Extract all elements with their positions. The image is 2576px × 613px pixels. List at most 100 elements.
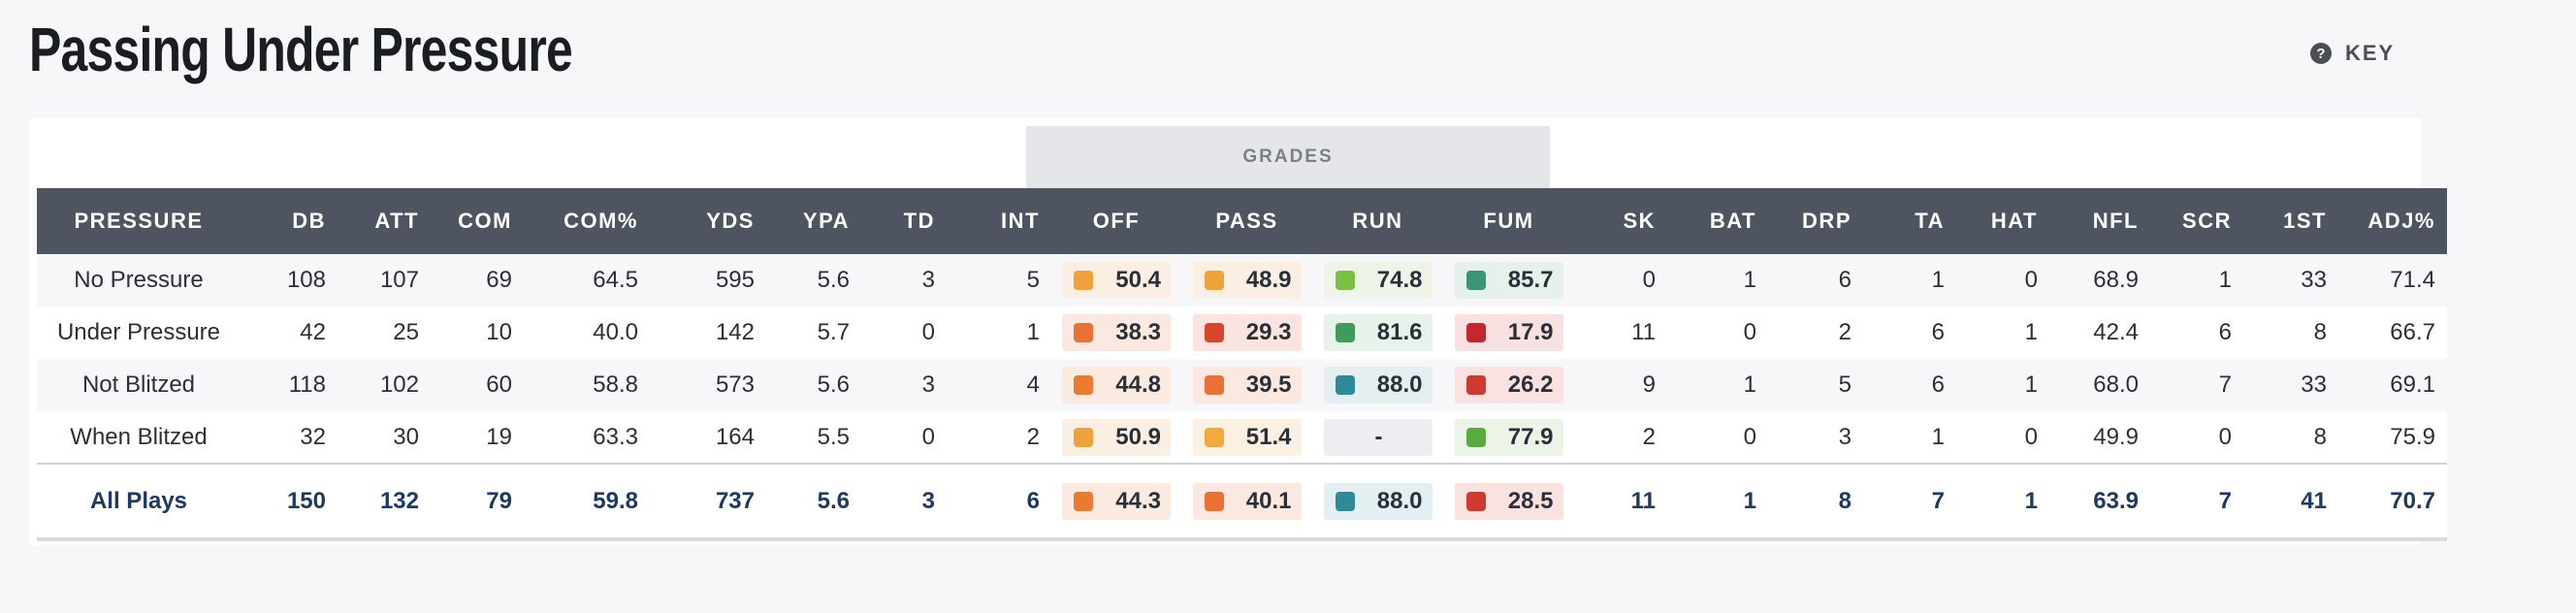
cell-com-pct: 63.3: [524, 411, 650, 464]
grade-cell-off: 38.3: [1051, 306, 1181, 359]
column-header-bat[interactable]: BAT: [1667, 188, 1768, 254]
cell-pressure: No Pressure: [37, 254, 241, 306]
cell-int: 5: [947, 254, 1051, 306]
grade-cell-off: 50.4: [1051, 254, 1181, 306]
cell-db: 150: [241, 463, 338, 541]
cell-att: 30: [338, 411, 431, 464]
column-header-com[interactable]: COM: [431, 188, 524, 254]
cell-nfl: 68.0: [2049, 359, 2150, 411]
cell-int: 6: [947, 463, 1051, 541]
grade-value: 51.4: [1245, 423, 1292, 450]
cell-yds: 573: [650, 359, 766, 411]
cell-first: 41: [2243, 463, 2338, 541]
cell-ta: 6: [1863, 306, 1956, 359]
column-header-ta[interactable]: TA: [1863, 188, 1956, 254]
grade-value: 28.5: [1507, 487, 1554, 514]
grade-value: 26.2: [1507, 371, 1554, 398]
column-header-adj-pct[interactable]: ADJ%: [2338, 188, 2447, 254]
column-header-first[interactable]: 1ST: [2243, 188, 2338, 254]
grade-color-swatch: [1465, 375, 1486, 395]
cell-td: 0: [861, 306, 947, 359]
cell-ypa: 5.6: [766, 463, 861, 541]
grade-cell-run: 88.0: [1312, 359, 1443, 411]
column-header-pass[interactable]: PASS: [1181, 188, 1312, 254]
cell-td: 3: [861, 254, 947, 306]
grade-value: 17.9: [1507, 319, 1554, 345]
grade-color-swatch: [1204, 427, 1224, 447]
grade-cell-run: 74.8: [1312, 254, 1443, 306]
cell-first: 33: [2243, 254, 2338, 306]
grade-badge: 29.3: [1192, 314, 1302, 351]
cell-att: 107: [338, 254, 431, 306]
grade-color-swatch: [1465, 427, 1486, 447]
cell-bat: 1: [1667, 359, 1768, 411]
cell-scr: 6: [2150, 306, 2243, 359]
column-header-run[interactable]: RUN: [1312, 188, 1443, 254]
cell-adj-pct: 71.4: [2338, 254, 2447, 306]
grade-cell-off: 44.8: [1051, 359, 1181, 411]
grades-group-header: GRADES: [1026, 126, 1550, 188]
grade-cell-pass: 29.3: [1181, 306, 1312, 359]
key-button[interactable]: ? KEY: [2310, 41, 2395, 66]
cell-td: 3: [861, 359, 947, 411]
key-label: KEY: [2345, 41, 2396, 65]
column-header-fum[interactable]: FUM: [1443, 188, 1574, 254]
table-body: No Pressure 108 107 69 64.5 595 5.6 3 5 50.4 48.9 7…: [37, 254, 2447, 464]
cell-com-pct: 58.8: [524, 359, 650, 411]
cell-com: 69: [431, 254, 524, 306]
column-header-com-pct[interactable]: COM%: [524, 188, 650, 254]
grade-badge: 48.9: [1192, 262, 1302, 299]
column-header-off[interactable]: OFF: [1051, 188, 1181, 254]
column-header-pressure[interactable]: PRESSURE: [37, 188, 241, 254]
column-header-ypa[interactable]: YPA: [766, 188, 861, 254]
grade-value: 38.3: [1115, 319, 1161, 345]
cell-nfl: 68.9: [2049, 254, 2150, 306]
cell-drp: 5: [1768, 359, 1863, 411]
grade-badge: 74.8: [1323, 262, 1433, 299]
column-header-yds[interactable]: YDS: [650, 188, 766, 254]
cell-adj-pct: 66.7: [2338, 306, 2447, 359]
grade-color-swatch: [1204, 375, 1224, 395]
cell-nfl: 63.9: [2049, 463, 2150, 541]
cell-int: 4: [947, 359, 1051, 411]
cell-ypa: 5.7: [766, 306, 861, 359]
table-row: Not Blitzed 118 102 60 58.8 573 5.6 3 4 44.8 39.5 8…: [37, 359, 2447, 411]
cell-pressure: All Plays: [37, 463, 241, 541]
column-header-nfl[interactable]: NFL: [2049, 188, 2150, 254]
cell-yds: 142: [650, 306, 766, 359]
grade-value: 81.6: [1376, 319, 1423, 345]
grade-cell-pass: 39.5: [1181, 359, 1312, 411]
column-header-drp[interactable]: DRP: [1768, 188, 1863, 254]
grade-cell-fum: 26.2: [1443, 359, 1574, 411]
table-row: Under Pressure 42 25 10 40.0 142 5.7 0 1 38.3 29.3…: [37, 306, 2447, 359]
cell-hat: 0: [1956, 254, 2049, 306]
grade-badge: 81.6: [1323, 314, 1433, 351]
grade-color-swatch: [1465, 323, 1486, 342]
column-header-hat[interactable]: HAT: [1956, 188, 2049, 254]
table-footer: All Plays 150 132 79 59.8 737 5.6 3 6 44.3 40.1 88.…: [37, 463, 2447, 541]
cell-sk: 9: [1574, 359, 1667, 411]
cell-adj-pct: 75.9: [2338, 411, 2447, 464]
column-header-sk[interactable]: SK: [1574, 188, 1667, 254]
cell-pressure: Not Blitzed: [37, 359, 241, 411]
grade-cell-fum: 85.7: [1443, 254, 1574, 306]
column-header-td[interactable]: TD: [861, 188, 947, 254]
cell-pressure: Under Pressure: [37, 306, 241, 359]
cell-com-pct: 64.5: [524, 254, 650, 306]
grade-cell-pass: 51.4: [1181, 411, 1312, 464]
column-header-att[interactable]: ATT: [338, 188, 431, 254]
cell-db: 118: [241, 359, 338, 411]
grade-badge: 50.9: [1062, 418, 1171, 456]
cell-adj-pct: 69.1: [2338, 359, 2447, 411]
cell-ta: 1: [1863, 411, 1956, 464]
column-header-db[interactable]: DB: [241, 188, 338, 254]
cell-att: 25: [338, 306, 431, 359]
column-header-scr[interactable]: SCR: [2150, 188, 2243, 254]
cell-yds: 737: [650, 463, 766, 541]
cell-bat: 0: [1667, 411, 1768, 464]
grade-badge: 50.4: [1062, 262, 1171, 299]
column-header-int[interactable]: INT: [947, 188, 1051, 254]
cell-yds: 595: [650, 254, 766, 306]
cell-drp: 8: [1768, 463, 1863, 541]
cell-db: 108: [241, 254, 338, 306]
